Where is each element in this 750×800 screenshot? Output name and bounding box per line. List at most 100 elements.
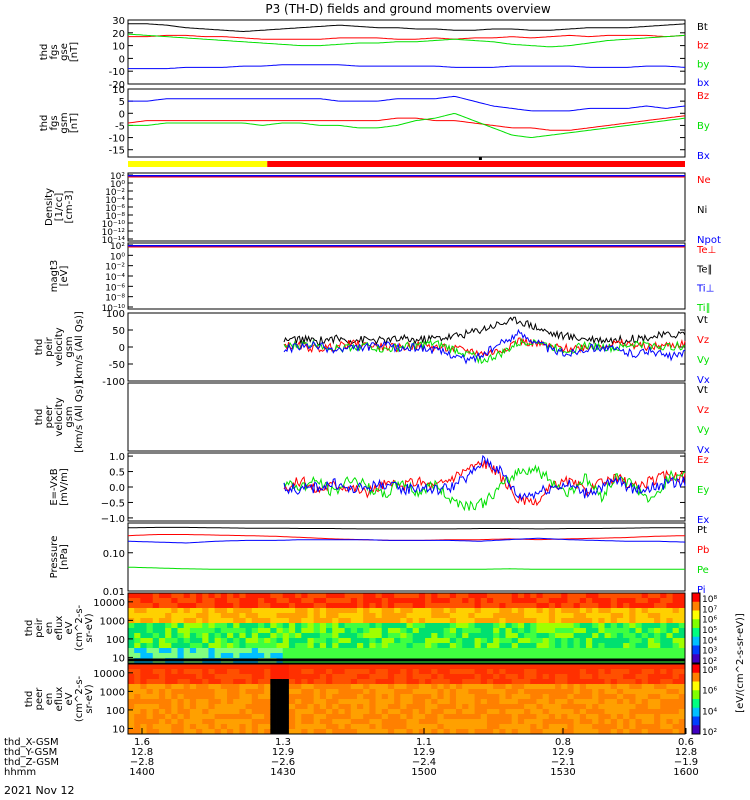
heatmap-cell (257, 729, 265, 735)
heatmap-cell (400, 714, 407, 720)
heatmap-cell (128, 729, 135, 735)
legend-Vy: Vy (697, 355, 710, 366)
heatmap-cell (171, 669, 178, 675)
heatmap-cell (239, 704, 246, 710)
heatmap-cell (592, 638, 599, 644)
heatmap-cell (548, 618, 556, 624)
heatmap-cell (270, 623, 277, 629)
heatmap-cell (437, 684, 445, 690)
heatmap-cell (338, 598, 346, 604)
heatmap-cell (196, 669, 203, 675)
heatmap-cell (486, 664, 494, 670)
heatmap-cell (499, 598, 506, 604)
heatmap-cell (598, 608, 605, 614)
heatmap-cell (524, 719, 531, 725)
heatmap-cell (307, 603, 315, 609)
heatmap-cell (332, 593, 339, 599)
heatmap-cell (220, 679, 228, 685)
heatmap-cell (635, 689, 643, 695)
heatmap-cell (629, 628, 636, 634)
heatmap-cell (412, 694, 420, 700)
heatmap-cell (363, 633, 370, 639)
heatmap-cell (140, 623, 147, 629)
heatmap-cell (468, 704, 475, 710)
heatmap-cell (245, 664, 253, 670)
heatmap-cell (480, 613, 488, 619)
heatmap-cell (264, 699, 271, 705)
x-row-label: thd_Z-GSM (4, 757, 59, 768)
heatmap-cell (548, 628, 556, 634)
heatmap-cell (456, 714, 463, 720)
heatmap-cell (635, 679, 643, 685)
heatmap-cell (437, 618, 445, 624)
heatmap-cell (165, 709, 172, 715)
heatmap-cell (449, 613, 457, 619)
heatmap-cell (140, 608, 147, 614)
heatmap-cell (220, 684, 228, 690)
legend-Vx: Vx (697, 445, 710, 456)
heatmap-cell (282, 593, 290, 599)
heatmap-cell (177, 643, 185, 649)
heatmap-cell (189, 689, 197, 695)
heatmap-cell (456, 719, 463, 725)
heatmap-cell (245, 638, 253, 644)
heatmap-cell (189, 598, 197, 604)
heatmap-cell (350, 623, 358, 629)
heatmap-cell (214, 628, 222, 634)
heatmap-cell (635, 729, 643, 735)
series-line-Pi (127, 537, 686, 544)
heatmap-cell (641, 648, 649, 654)
heatmap-cell (555, 689, 562, 695)
heatmap-cell (418, 714, 426, 720)
heatmap-cell (449, 653, 457, 659)
heatmap-cell (635, 674, 643, 680)
heatmap-cell (604, 669, 612, 675)
heatmap-cell (604, 684, 612, 690)
heatmap-cell (486, 628, 494, 634)
heatmap-cell (152, 724, 160, 730)
heatmap-cell (338, 714, 346, 720)
heatmap-cell (375, 598, 383, 604)
heatmap-cell (486, 643, 494, 649)
heatmap-cell (394, 618, 401, 624)
heatmap-cell (573, 704, 581, 710)
heatmap-cell (462, 694, 469, 700)
heatmap-cell (394, 669, 401, 675)
heatmap-cell (356, 598, 364, 604)
heatmap-cell (381, 714, 389, 720)
heatmap-cell (282, 628, 290, 634)
heatmap-cell (183, 608, 191, 614)
heatmap-cell (350, 684, 358, 690)
heatmap-cell (227, 643, 234, 649)
heatmap-cell (152, 694, 160, 700)
heatmap-cell (356, 699, 364, 705)
heatmap-cell (524, 724, 531, 730)
heatmap-cell (326, 719, 333, 725)
heatmap-cell (542, 623, 550, 629)
heatmap-cell (208, 613, 216, 619)
heatmap-cell (227, 664, 234, 670)
heatmap-cell (165, 628, 172, 634)
heatmap-cell (629, 653, 636, 659)
heatmap-cell (493, 709, 500, 715)
heatmap-cell (493, 689, 500, 695)
heatmap-cell (579, 603, 587, 609)
heatmap-cell (623, 724, 630, 730)
heatmap-cell (202, 633, 209, 639)
heatmap-cell (245, 648, 253, 654)
heatmap-cell (171, 694, 178, 700)
heatmap-cell (387, 724, 395, 730)
heatmap-cell (585, 633, 593, 639)
heatmap-cell (505, 608, 513, 614)
heatmap-cell (542, 669, 550, 675)
heatmap-cell (536, 709, 544, 715)
heatmap-cell (480, 603, 488, 609)
heatmap-cell (245, 699, 253, 705)
heatmap-cell (319, 684, 327, 690)
heatmap-cell (548, 704, 556, 710)
heatmap-cell (505, 603, 513, 609)
heatmap-cell (363, 669, 370, 675)
series-line-Vt (283, 316, 686, 346)
heatmap-cell (177, 598, 185, 604)
heatmap-cell (301, 638, 308, 644)
